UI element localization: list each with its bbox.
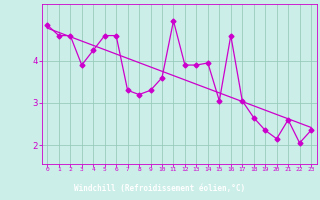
Text: Windchill (Refroidissement éolien,°C): Windchill (Refroidissement éolien,°C) [75, 184, 245, 193]
